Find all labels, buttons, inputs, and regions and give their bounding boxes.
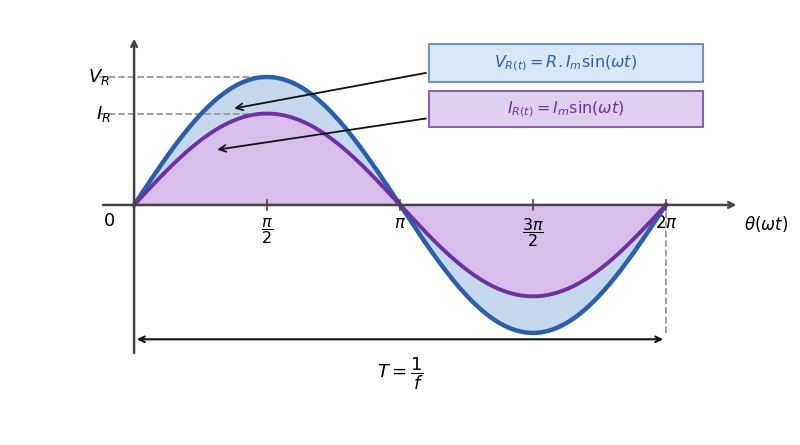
FancyBboxPatch shape: [429, 91, 703, 127]
Text: 0: 0: [104, 212, 115, 230]
Text: $V_{R(t)} = R.I_m\mathrm{sin}(\omega t)$: $V_{R(t)} = R.I_m\mathrm{sin}(\omega t)$: [494, 53, 638, 73]
Text: $I_R$: $I_R$: [95, 104, 110, 124]
Text: $\theta(\omega t)$: $\theta(\omega t)$: [743, 214, 788, 234]
Text: $V_R$: $V_R$: [89, 67, 110, 87]
FancyBboxPatch shape: [429, 44, 703, 82]
Text: $I_{R(t)} = I_m\mathrm{sin}(\omega t)$: $I_{R(t)} = I_m\mathrm{sin}(\omega t)$: [507, 99, 625, 119]
Text: $T = \dfrac{1}{f}$: $T = \dfrac{1}{f}$: [377, 356, 423, 392]
Text: $\dfrac{\pi}{2}$: $\dfrac{\pi}{2}$: [261, 216, 273, 246]
Text: $\dfrac{3\pi}{2}$: $\dfrac{3\pi}{2}$: [522, 216, 544, 249]
Text: $2\pi$: $2\pi$: [654, 214, 678, 232]
Text: $\pi$: $\pi$: [394, 214, 406, 232]
